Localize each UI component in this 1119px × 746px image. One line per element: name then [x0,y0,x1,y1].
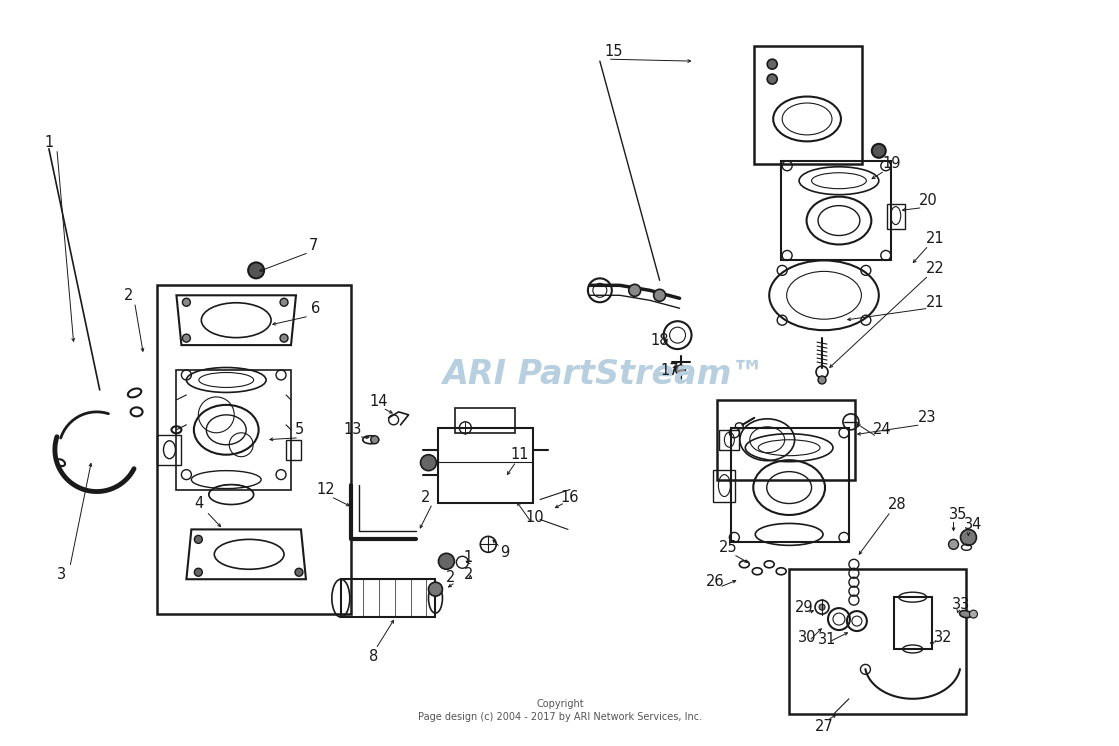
Text: 1: 1 [463,550,473,565]
Bar [439,427,533,503]
Ellipse shape [960,610,971,618]
Text: 12: 12 [317,482,336,497]
Text: 10: 10 [526,510,545,525]
Text: 24: 24 [873,422,891,437]
Text: 9: 9 [500,545,510,560]
Circle shape [768,74,778,84]
Bar [781,161,891,260]
Circle shape [280,334,288,342]
Text: Page design (c) 2004 - 2017 by ARI Network Services, Inc.: Page design (c) 2004 - 2017 by ARI Netwo… [417,712,702,721]
Text: 8: 8 [369,650,378,665]
Bar [157,435,181,465]
Circle shape [676,365,686,375]
Circle shape [370,436,378,444]
Bar [720,430,740,450]
Circle shape [429,582,442,596]
Text: 20: 20 [919,193,938,208]
Text: 16: 16 [561,490,580,505]
Circle shape [280,298,288,307]
Bar [455,408,515,433]
Text: 29: 29 [794,600,814,615]
Circle shape [872,144,886,158]
Bar [717,400,855,480]
Circle shape [182,334,190,342]
Text: 4: 4 [195,496,204,511]
Circle shape [629,284,641,296]
Circle shape [768,59,778,69]
Circle shape [819,604,825,610]
Circle shape [295,568,303,576]
Text: 35: 35 [949,507,968,522]
Text: ARI PartStream™: ARI PartStream™ [442,358,765,391]
Circle shape [421,455,436,471]
Text: 21: 21 [927,231,944,246]
Text: 7: 7 [309,238,319,253]
Text: 22: 22 [927,261,944,276]
Text: 2: 2 [463,567,473,582]
Bar [157,285,350,614]
Circle shape [653,289,666,301]
Text: 30: 30 [798,630,817,645]
Bar [894,597,932,649]
Text: 17: 17 [660,363,679,377]
Text: 32: 32 [934,630,952,645]
Text: 33: 33 [952,597,970,612]
Text: 13: 13 [344,422,361,437]
Text: 25: 25 [720,540,737,555]
Bar [286,439,301,460]
Circle shape [195,568,203,576]
Circle shape [182,298,190,307]
Text: 2: 2 [421,490,430,505]
Text: 26: 26 [706,574,725,589]
Text: 2: 2 [445,570,455,585]
Text: 27: 27 [815,719,834,734]
Text: 28: 28 [887,497,906,512]
Circle shape [949,539,959,549]
Text: 23: 23 [918,410,935,425]
Text: 5: 5 [294,422,303,437]
Text: 6: 6 [311,301,320,316]
Bar [789,569,967,714]
Text: 15: 15 [604,44,623,59]
Text: 14: 14 [369,395,388,410]
Bar [886,204,904,228]
Text: 34: 34 [965,517,982,532]
Circle shape [439,554,454,569]
Circle shape [248,263,264,278]
Bar [177,370,291,489]
Bar [714,470,735,501]
Text: 2: 2 [124,288,133,303]
Circle shape [969,610,977,618]
Circle shape [195,536,203,543]
Text: 19: 19 [883,156,901,172]
Circle shape [960,530,977,545]
Text: 18: 18 [650,333,669,348]
Text: 1: 1 [45,135,54,151]
Text: Copyright: Copyright [536,699,584,709]
Text: 21: 21 [927,295,944,310]
Circle shape [818,376,826,384]
Text: 11: 11 [511,447,529,463]
Bar [732,427,849,542]
Text: 31: 31 [818,632,836,647]
Bar [341,579,435,617]
Text: 3: 3 [57,567,66,582]
Bar [754,46,862,164]
